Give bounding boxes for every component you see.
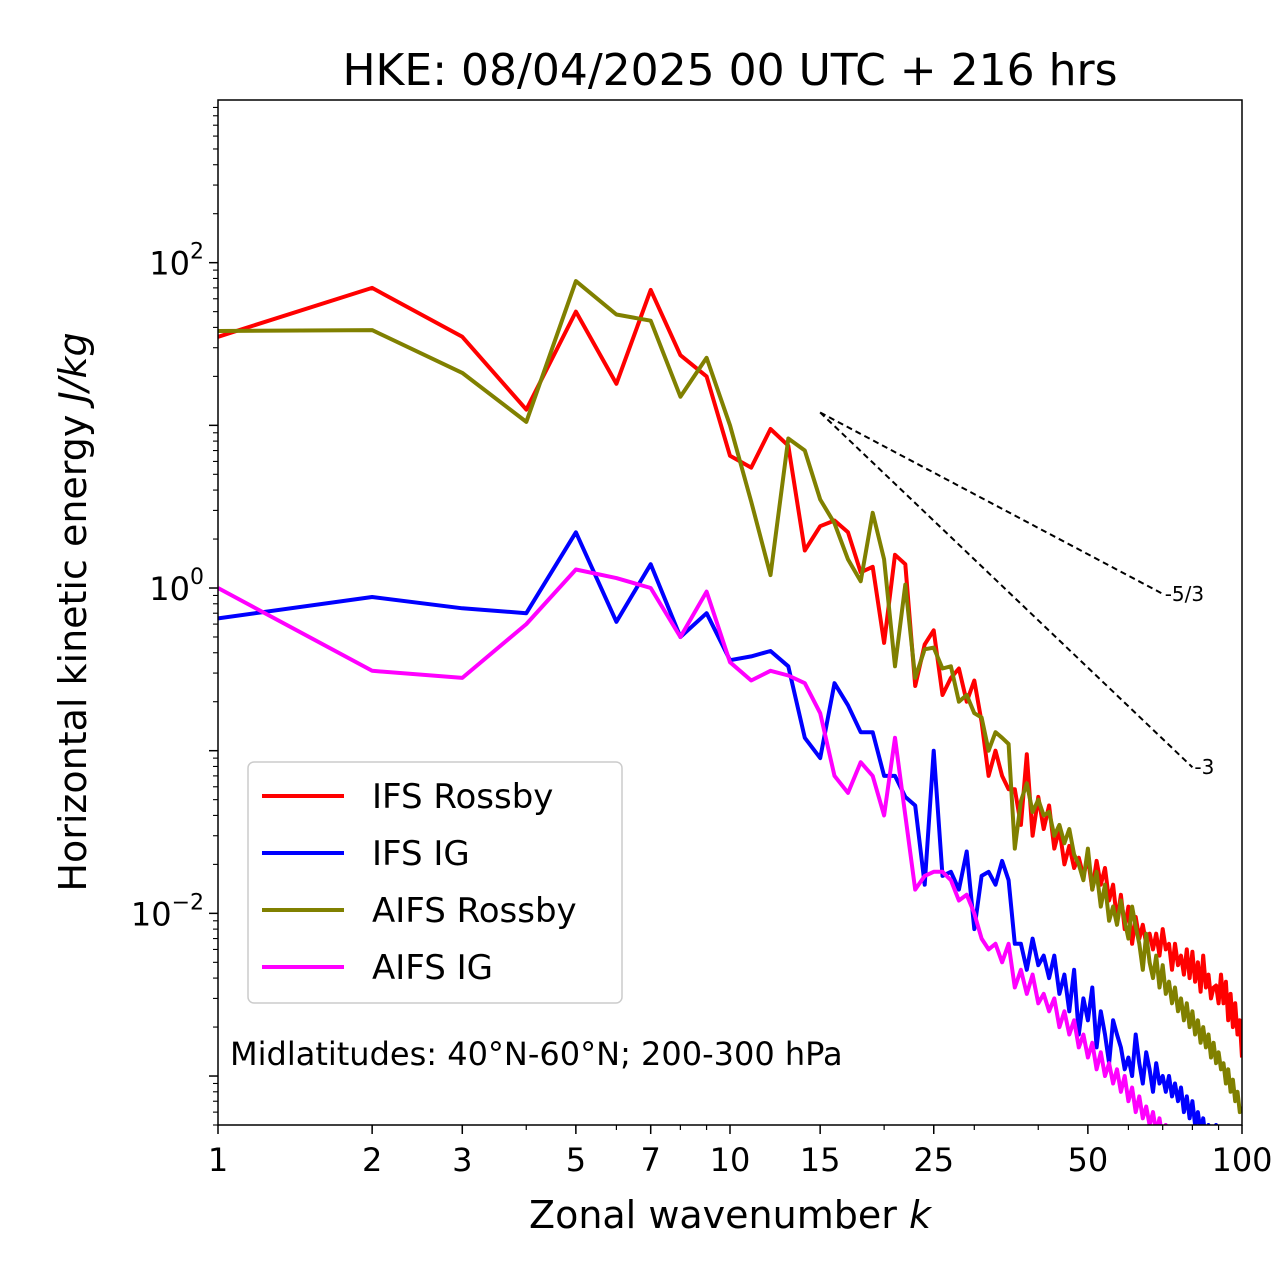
legend: IFS Rossby IFS IG AIFS Rossby AIFS IG <box>247 761 623 1004</box>
x-tick-label: 3 <box>452 1141 472 1179</box>
legend-entries: IFS Rossby IFS IG AIFS Rossby AIFS IG <box>262 777 577 988</box>
x-tick-label: 100 <box>1211 1141 1272 1179</box>
x-tick-label: 25 <box>913 1141 954 1179</box>
x-tick-label: 5 <box>566 1141 586 1179</box>
y-axis-ticks: 102 100 10−2 <box>131 106 218 1126</box>
y-tick-label: 100 <box>149 565 204 608</box>
region-annotation: Midlatitudes: 40°N-60°N; 200-300 hPa <box>230 1035 843 1073</box>
legend-label: IFS IG <box>372 834 470 874</box>
series-line-2 <box>218 530 1219 1125</box>
y-tick-label: 102 <box>149 240 204 283</box>
x-axis-label: Zonal wavenumber k <box>529 1193 933 1237</box>
legend-label: AIFS IG <box>372 948 493 988</box>
chart-title: HKE: 08/04/2025 00 UTC + 216 hrs <box>342 45 1117 96</box>
series-layer <box>218 279 1242 1125</box>
x-axis-ticks: 1 2 3 5 7 10 15 25 50 100 <box>208 1125 1273 1179</box>
series-line-4 <box>218 567 1168 1125</box>
x-tick-label: 15 <box>800 1141 841 1179</box>
legend-label: AIFS Rossby <box>372 891 577 931</box>
x-tick-label: 50 <box>1068 1141 1109 1179</box>
legend-label: IFS Rossby <box>372 777 553 817</box>
legend-box <box>247 761 623 1004</box>
slope-label-1: -5/3 <box>1165 582 1204 606</box>
series-line-3 <box>218 279 1242 1115</box>
slope-line-2 <box>819 411 1194 768</box>
x-tick-label: 7 <box>641 1141 661 1179</box>
reference-slopes: -5/3 -3 <box>819 411 1214 779</box>
slope-line-1 <box>819 411 1164 595</box>
y-tick-label: 10−2 <box>131 890 204 933</box>
y-axis-label: Horizontal kinetic energy J/kg <box>51 332 95 891</box>
x-tick-label: 2 <box>362 1141 382 1179</box>
slope-label-2: -3 <box>1194 755 1214 779</box>
x-tick-label: 1 <box>208 1141 228 1179</box>
x-tick-label: 10 <box>710 1141 751 1179</box>
